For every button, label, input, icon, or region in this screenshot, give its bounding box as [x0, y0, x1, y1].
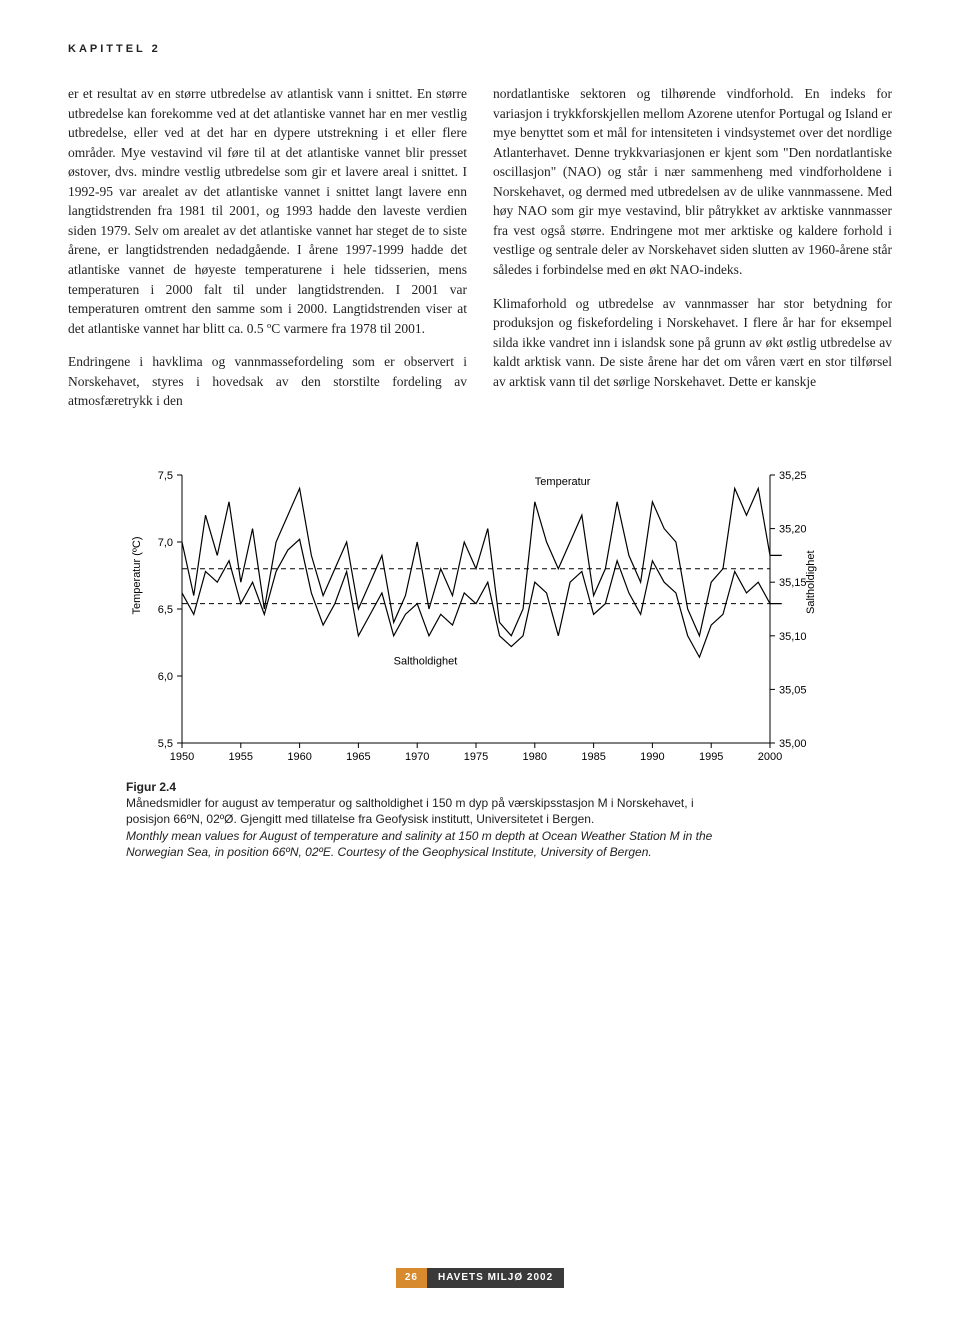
text-columns: er et resultat av en større utbredelse a…	[68, 84, 892, 425]
svg-text:35,05: 35,05	[779, 684, 807, 696]
svg-text:6,5: 6,5	[158, 604, 173, 616]
svg-text:1970: 1970	[405, 751, 429, 763]
svg-text:1980: 1980	[523, 751, 547, 763]
svg-text:1995: 1995	[699, 751, 723, 763]
svg-text:7,0: 7,0	[158, 537, 173, 549]
svg-text:35,10: 35,10	[779, 631, 807, 643]
caption-en: Monthly mean values for August of temper…	[126, 828, 732, 860]
figure-caption: Figur 2.4 Månedsmidler for august av tem…	[68, 779, 892, 860]
svg-text:7,5: 7,5	[158, 470, 173, 482]
left-p1: er et resultat av en større utbredelse a…	[68, 84, 467, 338]
right-p1: nordatlantiske sektoren og tilhørende vi…	[493, 84, 892, 280]
left-column: er et resultat av en større utbredelse a…	[68, 84, 467, 425]
svg-text:1985: 1985	[581, 751, 605, 763]
svg-text:1990: 1990	[640, 751, 664, 763]
svg-text:5,5: 5,5	[158, 738, 173, 750]
caption-no: Månedsmidler for august av temperatur og…	[126, 795, 732, 827]
svg-text:1955: 1955	[229, 751, 253, 763]
right-column: nordatlantiske sektoren og tilhørende vi…	[493, 84, 892, 425]
svg-text:1965: 1965	[346, 751, 370, 763]
svg-text:35,15: 35,15	[779, 577, 807, 589]
right-p2: Klimaforhold og utbredelse av vannmasser…	[493, 294, 892, 392]
caption-title: Figur 2.4	[126, 780, 176, 794]
svg-text:35,00: 35,00	[779, 738, 807, 750]
svg-text:1975: 1975	[464, 751, 488, 763]
chapter-head: KAPITTEL 2	[68, 42, 892, 58]
publication-name: HAVETS MILJØ 2002	[427, 1268, 564, 1289]
svg-text:6,0: 6,0	[158, 671, 173, 683]
left-p2: Endringene i havklima og vannmassefordel…	[68, 352, 467, 411]
svg-text:2000: 2000	[758, 751, 782, 763]
svg-text:35,25: 35,25	[779, 470, 807, 482]
svg-text:1950: 1950	[170, 751, 194, 763]
svg-text:Temperatur (ºC): Temperatur (ºC)	[131, 536, 143, 614]
page-footer: 26 HAVETS MILJØ 2002	[0, 1268, 960, 1289]
time-series-chart: 1950 1955 1960 1965 1970 1975 1980 1985 1990 1995…	[126, 469, 826, 769]
svg-text:1960: 1960	[287, 751, 311, 763]
chart-container: 1950 1955 1960 1965 1970 1975 1980 1985 1990 1995…	[68, 469, 892, 769]
page-number: 26	[396, 1268, 427, 1289]
svg-text:35,20: 35,20	[779, 524, 807, 536]
svg-text:Saltholdighet: Saltholdighet	[394, 655, 458, 667]
svg-text:Temperatur: Temperatur	[535, 476, 591, 488]
svg-text:Saltholdighet: Saltholdighet	[805, 550, 817, 614]
